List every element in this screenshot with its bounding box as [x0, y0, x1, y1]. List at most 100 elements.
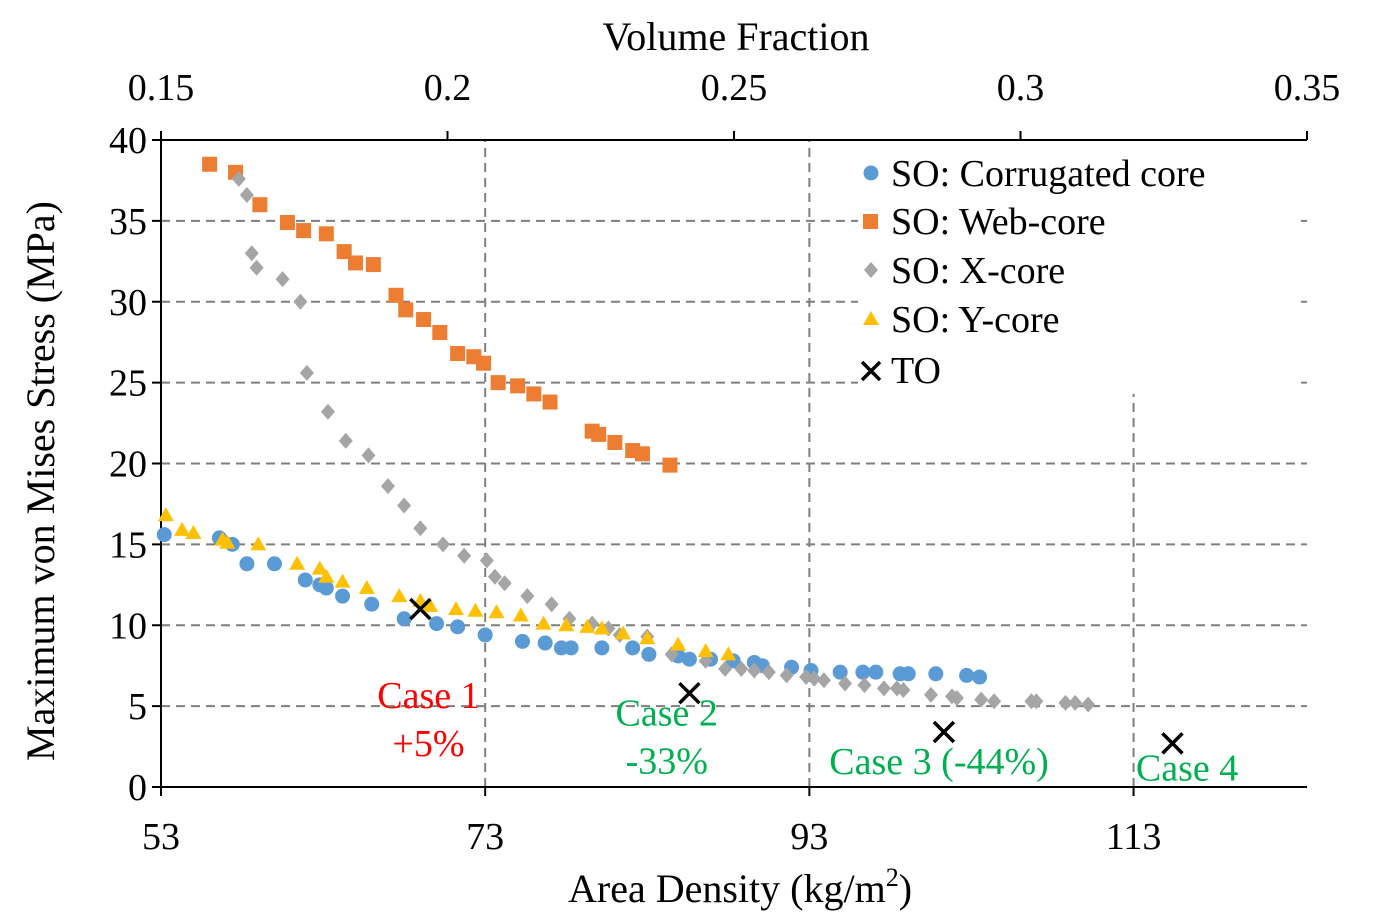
data-point-triangle: [250, 536, 267, 551]
data-point-triangle: [391, 588, 408, 603]
data-point-triangle: [512, 607, 529, 622]
x2-tick-label: 0.25: [701, 67, 768, 109]
annotation-line: Case 3 (-44%): [829, 741, 1048, 783]
data-point-circle: [972, 669, 988, 685]
data-point-diamond: [380, 478, 395, 495]
data-point-diamond: [1081, 696, 1096, 713]
data-point-triangle: [448, 601, 465, 616]
x2-tick-label: 0.35: [1274, 67, 1341, 109]
y-tick-label: 0: [128, 767, 147, 809]
data-point-triangle: [720, 646, 737, 661]
data-point-circle: [318, 580, 334, 596]
data-point-circle: [266, 556, 282, 572]
data-point-circle: [477, 627, 493, 643]
data-point-triangle: [614, 625, 631, 640]
x-axis-title-superscript: 2: [886, 863, 899, 892]
data-point-diamond: [239, 186, 254, 203]
annotation-line: -33%: [626, 741, 708, 783]
data-point-triangle: [311, 560, 328, 575]
data-point-circle: [868, 664, 884, 680]
data-point-diamond: [807, 670, 822, 687]
series-diamond: [231, 170, 1096, 713]
case-annotation: Case 2 -33%: [616, 693, 718, 783]
y-tick-label: 40: [109, 120, 147, 162]
data-point-circle: [156, 527, 172, 543]
x-axis-title: Area Density (kg/m2): [568, 863, 912, 911]
data-point-triangle: [422, 597, 439, 612]
annotation-line: +5%: [392, 723, 464, 765]
data-point-diamond: [487, 568, 502, 585]
data-point-square: [388, 287, 404, 303]
x-axis-title-tail: ): [899, 866, 912, 911]
x-tick-label: 93: [790, 816, 828, 858]
data-point-circle: [594, 640, 610, 656]
data-point-square: [432, 324, 448, 340]
legend-square-marker: [863, 214, 878, 229]
data-point-diamond: [320, 403, 335, 420]
data-point-circle: [514, 633, 530, 649]
data-point-circle: [959, 667, 975, 683]
data-point-triangle: [157, 507, 174, 522]
data-point-circle: [364, 596, 380, 612]
data-point-cross: [1161, 732, 1184, 755]
legend-circle-marker: [863, 165, 879, 181]
data-point-diamond: [718, 660, 733, 677]
data-point-circle: [928, 666, 944, 682]
data-point-circle: [681, 651, 697, 667]
data-point-diamond: [987, 693, 1002, 710]
legend-item-web-core: SO: Web-core: [863, 201, 1106, 243]
data-point-triangle: [558, 617, 575, 632]
data-point-diamond: [761, 664, 776, 681]
annotations: Case 1 +5% Case 2 -33% Case 3 (-44%) Case 4: [377, 675, 1238, 790]
legend-item-to: TO: [860, 350, 941, 392]
series-layer: [156, 156, 1184, 755]
data-point-cross: [678, 681, 701, 705]
annotation-line: Case 4: [1136, 748, 1238, 790]
data-point-circle: [855, 664, 871, 680]
data-point-diamond: [231, 170, 246, 187]
data-point-square: [450, 346, 466, 362]
data-point-square: [510, 378, 526, 394]
data-point-circle: [641, 646, 657, 662]
data-point-diamond: [497, 575, 512, 592]
data-point-diamond: [1068, 694, 1083, 711]
data-point-triangle: [358, 580, 375, 595]
data-point-triangle: [593, 620, 610, 635]
data-point-triangle: [639, 630, 656, 645]
data-point-diamond: [361, 447, 376, 464]
data-point-triangle: [670, 636, 687, 651]
data-point-circle: [450, 619, 466, 635]
data-point-circle: [832, 664, 848, 680]
data-point-circle: [239, 556, 255, 572]
legend: SO: Corrugated core SO: Web-core SO: X-c…: [858, 146, 1298, 394]
y-tick-label: 25: [109, 363, 147, 405]
annotation-line: Case 1: [377, 675, 479, 717]
data-point-square: [202, 156, 218, 172]
x2-tick-label: 0.15: [128, 67, 195, 109]
data-point-diamond: [520, 588, 535, 605]
data-point-square: [591, 426, 607, 442]
data-point-diamond: [479, 552, 494, 569]
legend-label: SO: Corrugated core: [891, 153, 1205, 195]
data-point-square: [318, 226, 334, 242]
case-annotation: Case 4: [1136, 748, 1238, 790]
data-point-diamond: [734, 660, 749, 677]
data-point-circle: [396, 611, 412, 627]
data-point-square: [607, 434, 623, 450]
data-point-triangle: [467, 602, 484, 617]
series-triangle: [157, 507, 737, 661]
data-point-square: [542, 394, 558, 410]
case-annotation: Case 1 +5%: [377, 675, 479, 765]
annotation-line: Case 2: [616, 693, 718, 735]
data-point-square: [490, 375, 506, 391]
data-point-diamond: [413, 520, 428, 537]
data-point-diamond: [457, 547, 472, 564]
data-point-diamond: [249, 259, 264, 276]
y-tick-label: 15: [109, 524, 147, 566]
data-point-triangle: [334, 573, 351, 588]
legend-item-y-core: SO: Y-core: [863, 299, 1060, 341]
x2-axis-title: Volume Fraction: [602, 14, 869, 59]
y-tick-label: 35: [109, 201, 147, 243]
y-tick-label: 30: [109, 282, 147, 324]
x-tick-label: 73: [466, 816, 504, 858]
